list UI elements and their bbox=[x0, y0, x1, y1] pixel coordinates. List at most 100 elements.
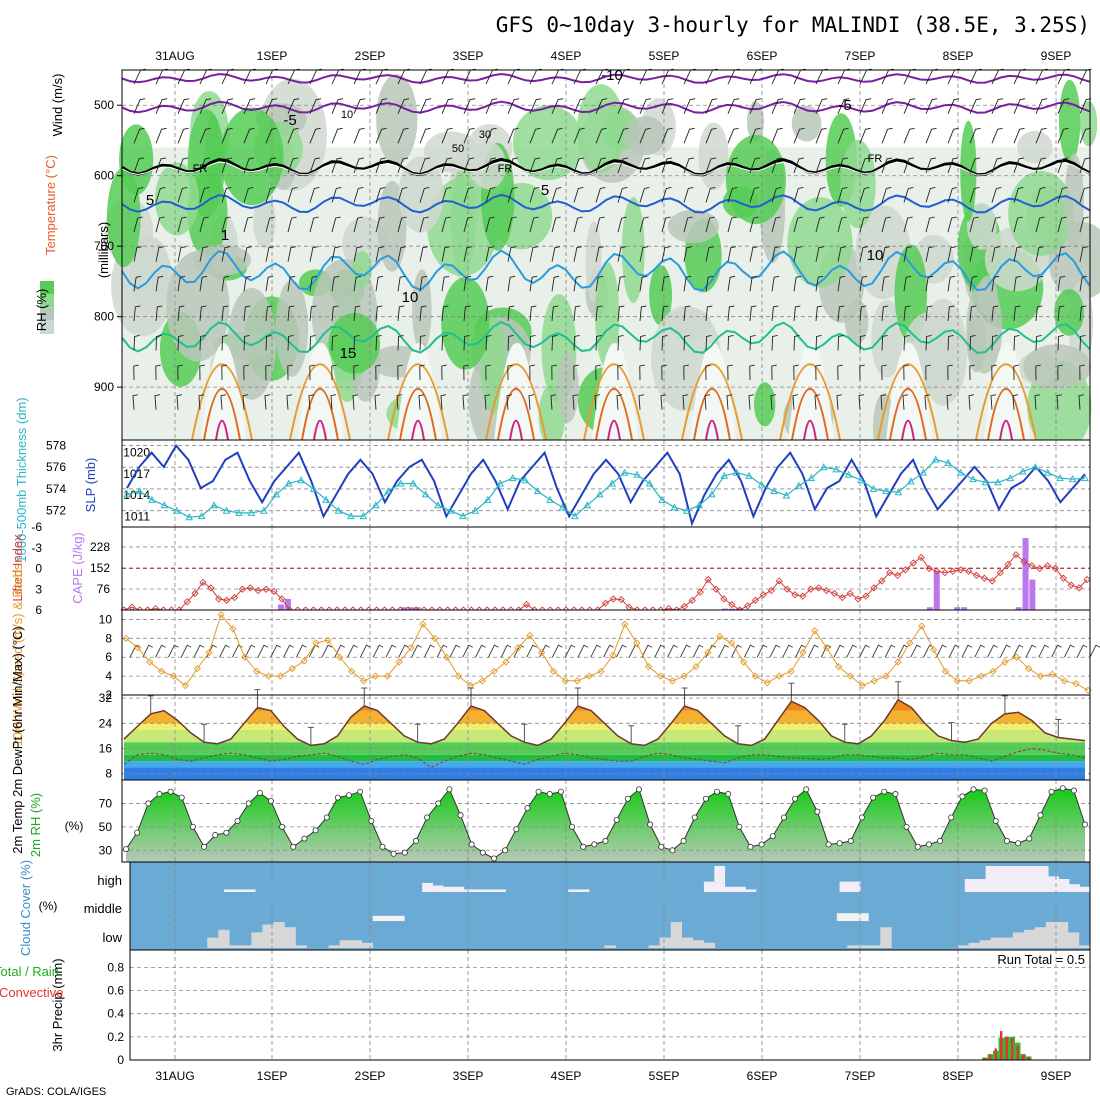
cloud-level-label: middle bbox=[84, 901, 122, 916]
thickness-point bbox=[844, 470, 853, 478]
wind-barb bbox=[375, 157, 387, 174]
wind-barb bbox=[167, 644, 179, 658]
wind-barb bbox=[925, 305, 933, 321]
wind-barb bbox=[242, 394, 249, 410]
wind-barb bbox=[372, 644, 384, 658]
rh-shading bbox=[725, 134, 787, 225]
lifted-index-point bbox=[1028, 562, 1036, 570]
lifted-index-point bbox=[207, 584, 215, 592]
wind-barb bbox=[815, 275, 824, 292]
wind-barb bbox=[654, 644, 666, 658]
cloud-bar bbox=[1056, 922, 1069, 948]
contour-label: FR bbox=[193, 163, 208, 175]
rh-shading bbox=[754, 382, 776, 427]
wind-barb bbox=[969, 98, 982, 114]
thickness-point bbox=[521, 476, 529, 484]
wind-barb bbox=[132, 394, 139, 410]
cloud-bar bbox=[1027, 866, 1039, 892]
date-label-top: 31AUG bbox=[155, 49, 194, 63]
contour-line bbox=[779, 363, 841, 441]
wind-barb bbox=[743, 644, 755, 658]
wind-barb bbox=[331, 305, 339, 321]
wind-speed-point bbox=[253, 667, 261, 676]
wind-barb bbox=[727, 275, 736, 292]
wind-barb bbox=[441, 216, 451, 233]
lifted-index-point bbox=[704, 575, 712, 584]
cloud-bar bbox=[703, 942, 716, 948]
wind-barb bbox=[309, 246, 318, 262]
cloud-bar bbox=[432, 885, 444, 892]
wind-barb bbox=[436, 644, 448, 658]
wind-barb bbox=[423, 644, 435, 658]
rh-shading bbox=[966, 202, 997, 250]
lifted-index-line bbox=[123, 553, 1088, 611]
wind-barb bbox=[639, 98, 652, 114]
wind-barb bbox=[484, 394, 491, 410]
wind-barb bbox=[507, 246, 516, 262]
rh-point bbox=[647, 821, 654, 828]
rh-point bbox=[346, 792, 353, 799]
wind-barb bbox=[946, 394, 953, 410]
thickness-point bbox=[869, 484, 878, 492]
rh-point bbox=[580, 843, 587, 850]
temperature-range-bar bbox=[147, 695, 154, 714]
wind-barb bbox=[133, 305, 141, 321]
wind-barb bbox=[243, 216, 253, 233]
wind-barb bbox=[441, 98, 454, 114]
rh-point bbox=[223, 829, 230, 836]
contour-label: 10 bbox=[341, 109, 353, 121]
wind-barb bbox=[859, 157, 871, 174]
rh-shading bbox=[106, 167, 141, 268]
wind-barb bbox=[419, 275, 428, 292]
wind-barb bbox=[859, 246, 868, 262]
wind-barb bbox=[617, 335, 624, 351]
wind-barb bbox=[793, 275, 802, 292]
wind-barb bbox=[795, 644, 806, 658]
rh-point bbox=[814, 808, 821, 815]
cloud-bar bbox=[339, 940, 351, 948]
thickness-point bbox=[247, 508, 256, 516]
lifted-index-point bbox=[988, 577, 996, 585]
wind-barb bbox=[661, 157, 673, 174]
contour-line bbox=[987, 388, 1025, 441]
wind-barb bbox=[727, 98, 740, 114]
thickness-point bbox=[720, 471, 729, 479]
wind-barb bbox=[771, 275, 780, 292]
wind-barb bbox=[463, 364, 469, 381]
wind-barb bbox=[154, 394, 161, 410]
lifted-index-point bbox=[949, 567, 957, 575]
wind-speed-point bbox=[656, 672, 665, 680]
wind-barb bbox=[595, 246, 604, 262]
cloud-bar bbox=[869, 945, 881, 948]
contour-label: FR bbox=[498, 163, 513, 175]
wind-barb bbox=[661, 216, 671, 233]
wind-barb bbox=[359, 644, 371, 658]
wind-barb bbox=[1079, 216, 1089, 233]
cape-bar bbox=[954, 607, 961, 610]
thickness-point bbox=[409, 479, 417, 487]
rh-point bbox=[836, 840, 843, 847]
wind-barb bbox=[529, 246, 538, 262]
wind-barb bbox=[331, 216, 341, 233]
wind-barb bbox=[1051, 644, 1062, 658]
wind-barb bbox=[705, 275, 714, 292]
wind-speed-point bbox=[264, 672, 273, 680]
wind-speed-point bbox=[858, 681, 866, 690]
wind-speed-axis-label: 10m Wind Speed (m/s) & Barbs bbox=[10, 563, 25, 746]
wind-speed-point bbox=[348, 667, 356, 676]
wind-barb bbox=[1013, 275, 1022, 292]
thickness-point bbox=[931, 455, 940, 463]
date-label-bottom: 4SEP bbox=[551, 1069, 582, 1083]
wind-barb bbox=[463, 98, 476, 114]
cloud-bar bbox=[463, 889, 475, 892]
thickness-point bbox=[832, 465, 841, 473]
rh-shading bbox=[412, 269, 432, 352]
wind-speed-point bbox=[763, 679, 771, 687]
thickness-point bbox=[322, 495, 330, 503]
wind-barb bbox=[1012, 394, 1019, 410]
date-label-top: 2SEP bbox=[355, 49, 386, 63]
wind-barb bbox=[815, 364, 821, 381]
wind-speed-point bbox=[1013, 653, 1021, 661]
contour-label: FR bbox=[868, 153, 883, 165]
wind-barb bbox=[221, 275, 230, 292]
